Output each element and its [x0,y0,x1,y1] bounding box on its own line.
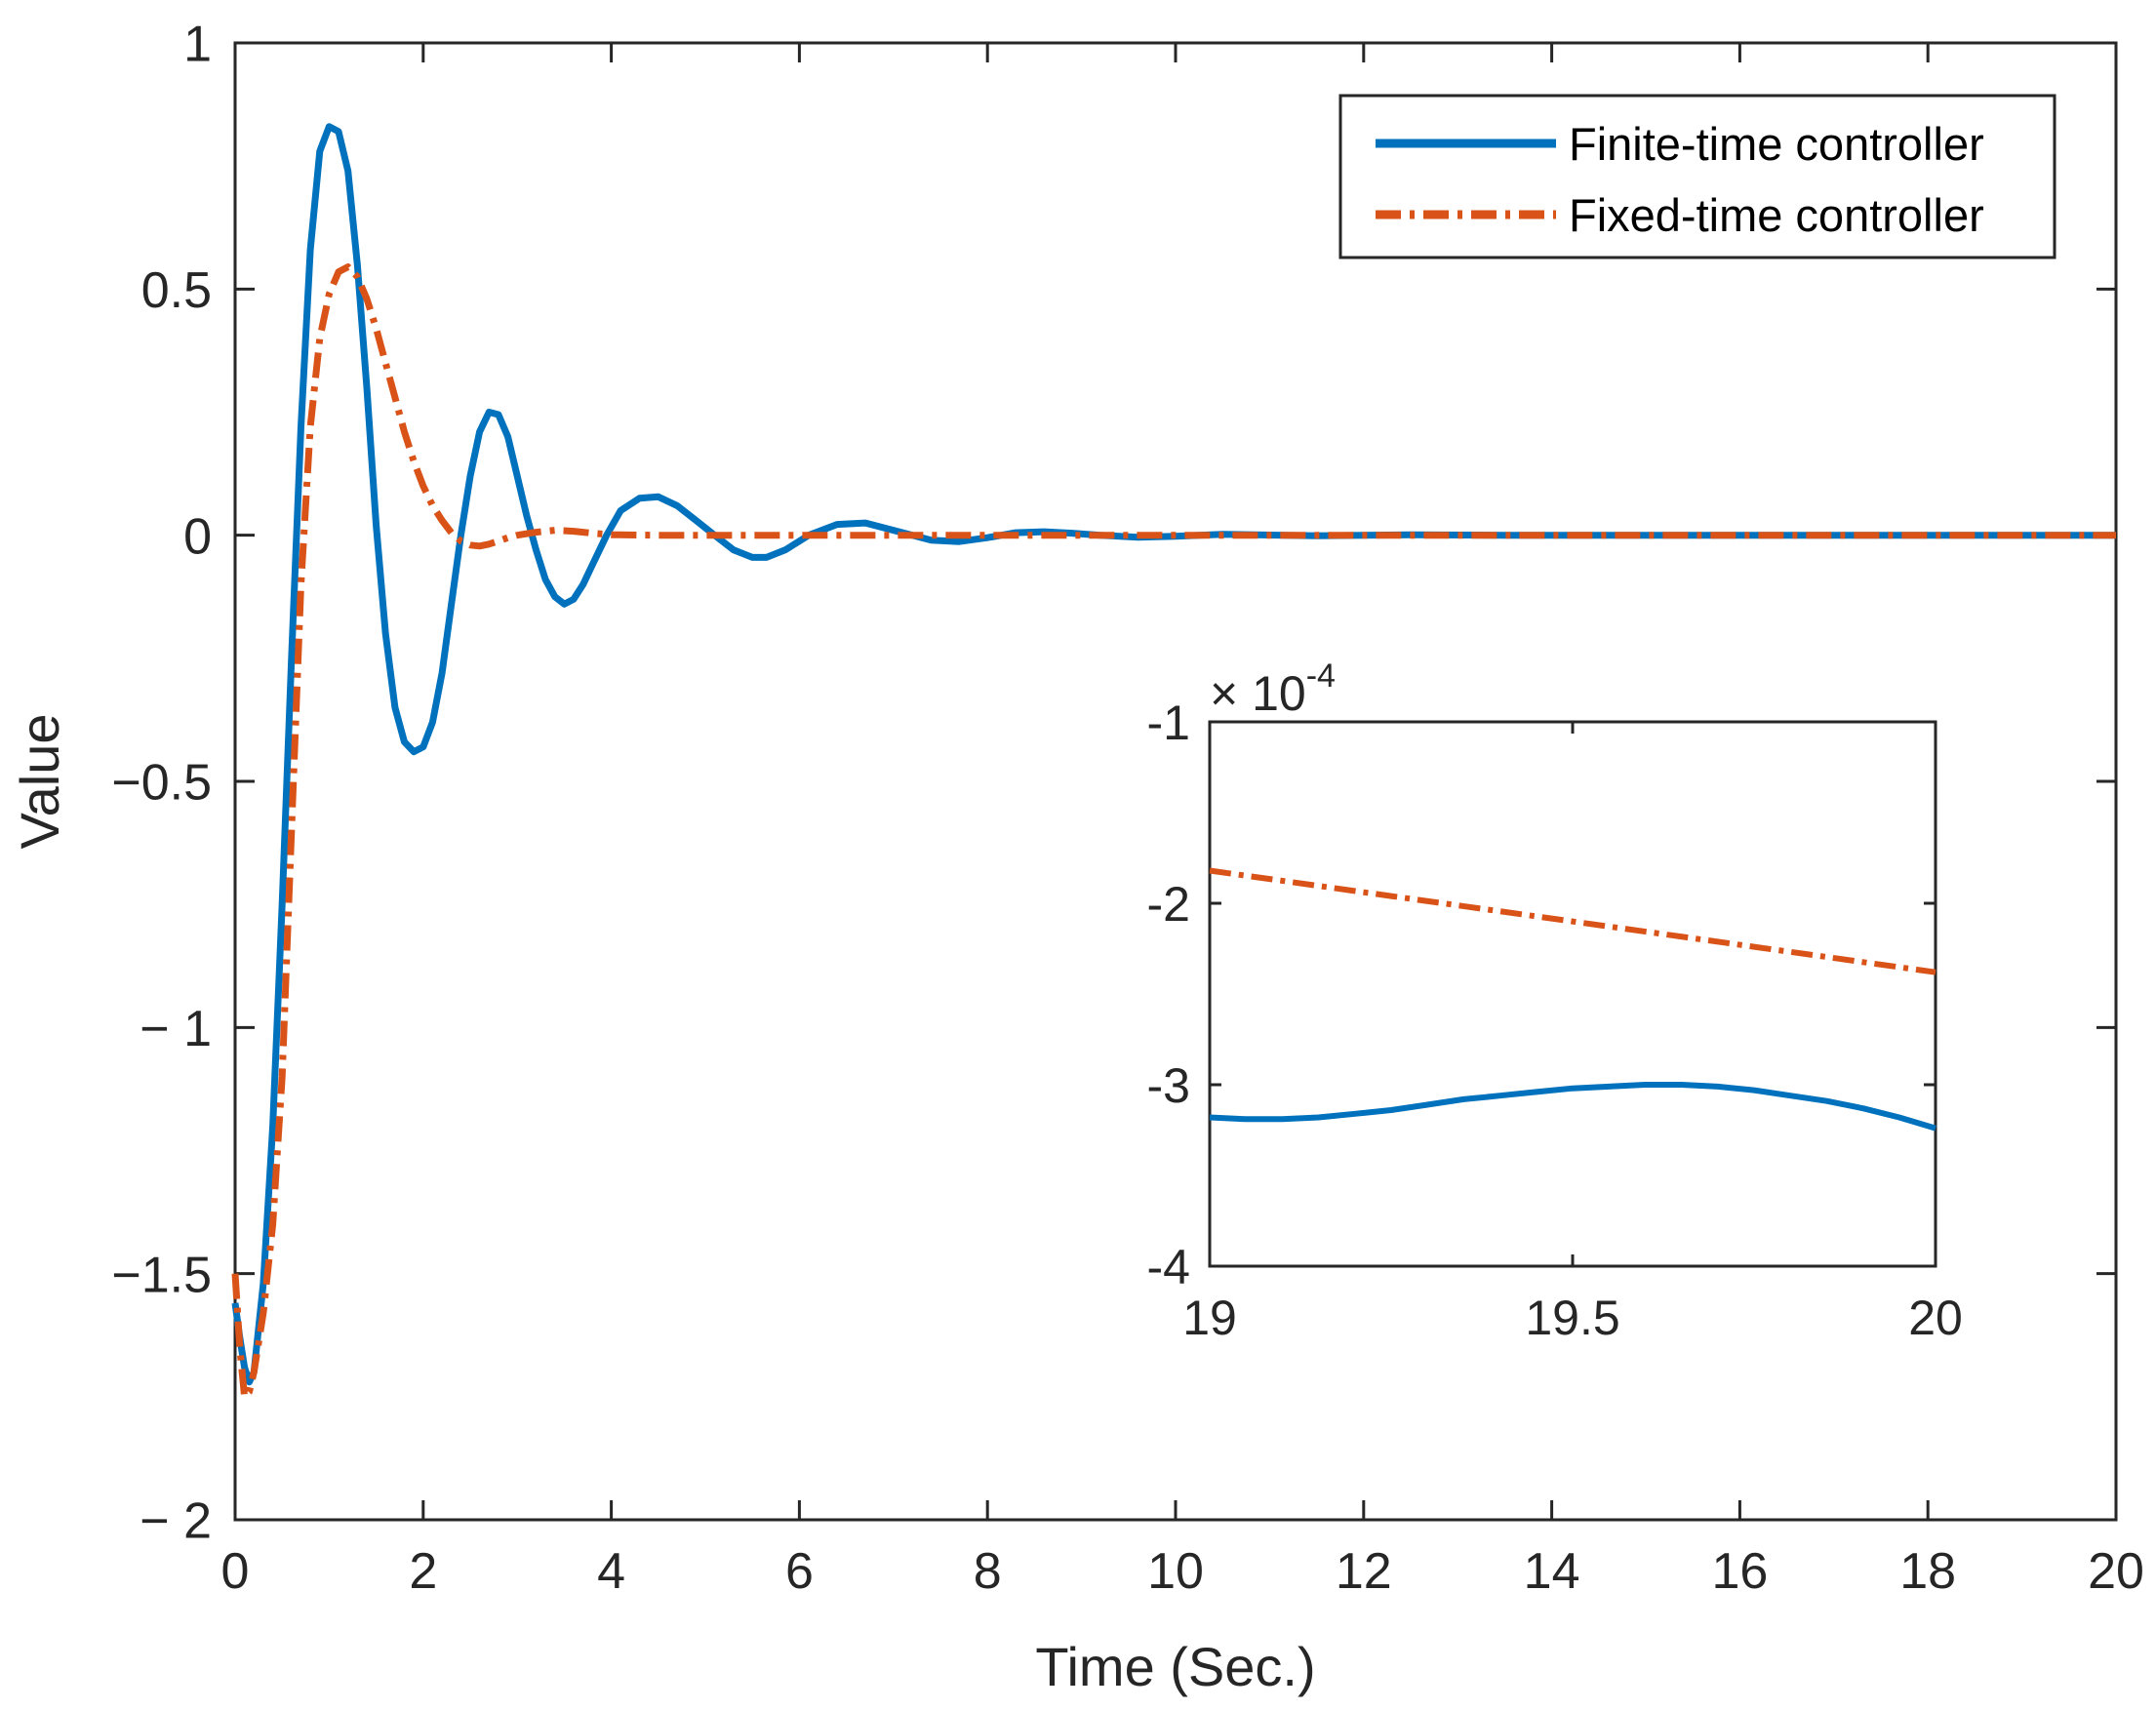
inset-x-tick-label: 20 [1908,1291,1963,1345]
main-x-tick-label: 2 [409,1543,437,1600]
inset-y-tick-label: -4 [1147,1240,1190,1294]
main-ticks: 0 2 4 6 8 10 12 14 16 18 20 1 0.5 0 −0.5 − 1 −1.5 − 2 [111,17,2144,1600]
inset-series-finite-time [1209,1082,1936,1132]
inset-chart: 19 19.5 20-1-2-3-4 × 10-4 [1147,657,1963,1345]
main-x-tick-label: 20 [2088,1543,2144,1600]
main-series-fixed-time [231,263,2116,1401]
inset-exponent-base: × 10 [1210,666,1306,721]
inset-exponent-label: × 10-4 [1210,657,1336,721]
inset-series-fixed-time [1209,867,1936,975]
main-x-tick-label: 0 [221,1543,250,1600]
inset-series [1209,867,1936,1132]
main-x-tick-label: 16 [1711,1543,1768,1600]
inset-y-tick-label: -2 [1147,877,1190,932]
legend-label-finite: Finite-time controller [1569,118,1984,170]
x-axis-label: Time (Sec.) [1035,1636,1315,1697]
y-axis-label: Value [9,713,70,849]
main-y-tick-label: 1 [183,17,212,73]
main-x-tick-label: 14 [1524,1543,1580,1600]
legend: Finite-time controller Fixed-time contro… [1338,94,2056,259]
inset-y-tick-label: -3 [1147,1058,1190,1113]
main-series-finite-time [231,123,2116,1386]
inset-x-tick-label: 19 [1182,1291,1237,1345]
legend-box [1338,94,2056,259]
inset-x-tick-label: 19.5 [1525,1291,1619,1345]
main-x-tick-label: 8 [974,1543,1002,1600]
inset-ticks: 19 19.5 20 -1 -2 -3 -4 [1147,696,1963,1345]
main-y-tick-label: −0.5 [111,755,212,812]
main-x-tick-label: 18 [1899,1543,1956,1600]
main-x-tick-label: 10 [1147,1543,1204,1600]
inset-exponent-power: -4 [1306,657,1336,695]
main-y-tick-label: 0 [183,508,212,565]
legend-label-fixed: Fixed-time controller [1569,189,1984,241]
main-y-tick-label: − 1 [140,1001,212,1057]
inset-y-tick-label: -1 [1147,696,1190,750]
inset-plot-area [1208,720,1937,1268]
main-y-tick-label: −1.5 [111,1247,212,1303]
main-y-tick-label: 0.5 [141,262,212,319]
main-x-tick-label: 4 [597,1543,625,1600]
main-x-tick-label: 12 [1336,1543,1392,1600]
main-x-tick-label: 6 [785,1543,814,1600]
main-y-tick-label: − 2 [140,1493,212,1550]
main-series [231,123,2116,1401]
